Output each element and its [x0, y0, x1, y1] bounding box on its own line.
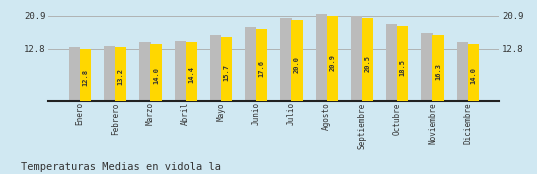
Bar — [245, 27, 257, 101]
Bar — [280, 18, 292, 101]
Text: 20.0: 20.0 — [294, 56, 300, 73]
Bar — [69, 47, 80, 101]
Bar — [256, 29, 267, 101]
Text: 13.2: 13.2 — [118, 68, 124, 85]
Bar — [104, 46, 115, 101]
Bar — [185, 42, 197, 101]
Text: 15.7: 15.7 — [223, 64, 229, 81]
Text: 20.5: 20.5 — [365, 55, 371, 72]
Text: 14.4: 14.4 — [188, 66, 194, 83]
Text: 20.9: 20.9 — [329, 54, 335, 71]
Bar — [397, 26, 409, 101]
Bar — [139, 42, 151, 101]
Text: 18.5: 18.5 — [400, 59, 406, 76]
Bar — [79, 49, 91, 101]
Bar — [291, 20, 303, 101]
Text: 12.8: 12.8 — [82, 69, 89, 86]
Bar — [316, 14, 327, 101]
Bar — [326, 16, 338, 101]
Bar — [362, 18, 373, 101]
Text: Temperaturas Medias en vidola la: Temperaturas Medias en vidola la — [21, 162, 221, 172]
Bar — [175, 41, 186, 101]
Bar — [422, 33, 433, 101]
Text: 16.3: 16.3 — [435, 63, 441, 80]
Bar — [432, 35, 444, 101]
Bar — [115, 47, 126, 101]
Bar — [150, 44, 162, 101]
Bar — [386, 24, 397, 101]
Bar — [468, 44, 479, 101]
Bar — [210, 35, 221, 101]
Bar — [221, 37, 232, 101]
Text: 17.6: 17.6 — [259, 60, 265, 77]
Bar — [456, 42, 468, 101]
Text: 14.0: 14.0 — [470, 67, 476, 84]
Bar — [351, 16, 362, 101]
Text: 14.0: 14.0 — [153, 67, 159, 84]
